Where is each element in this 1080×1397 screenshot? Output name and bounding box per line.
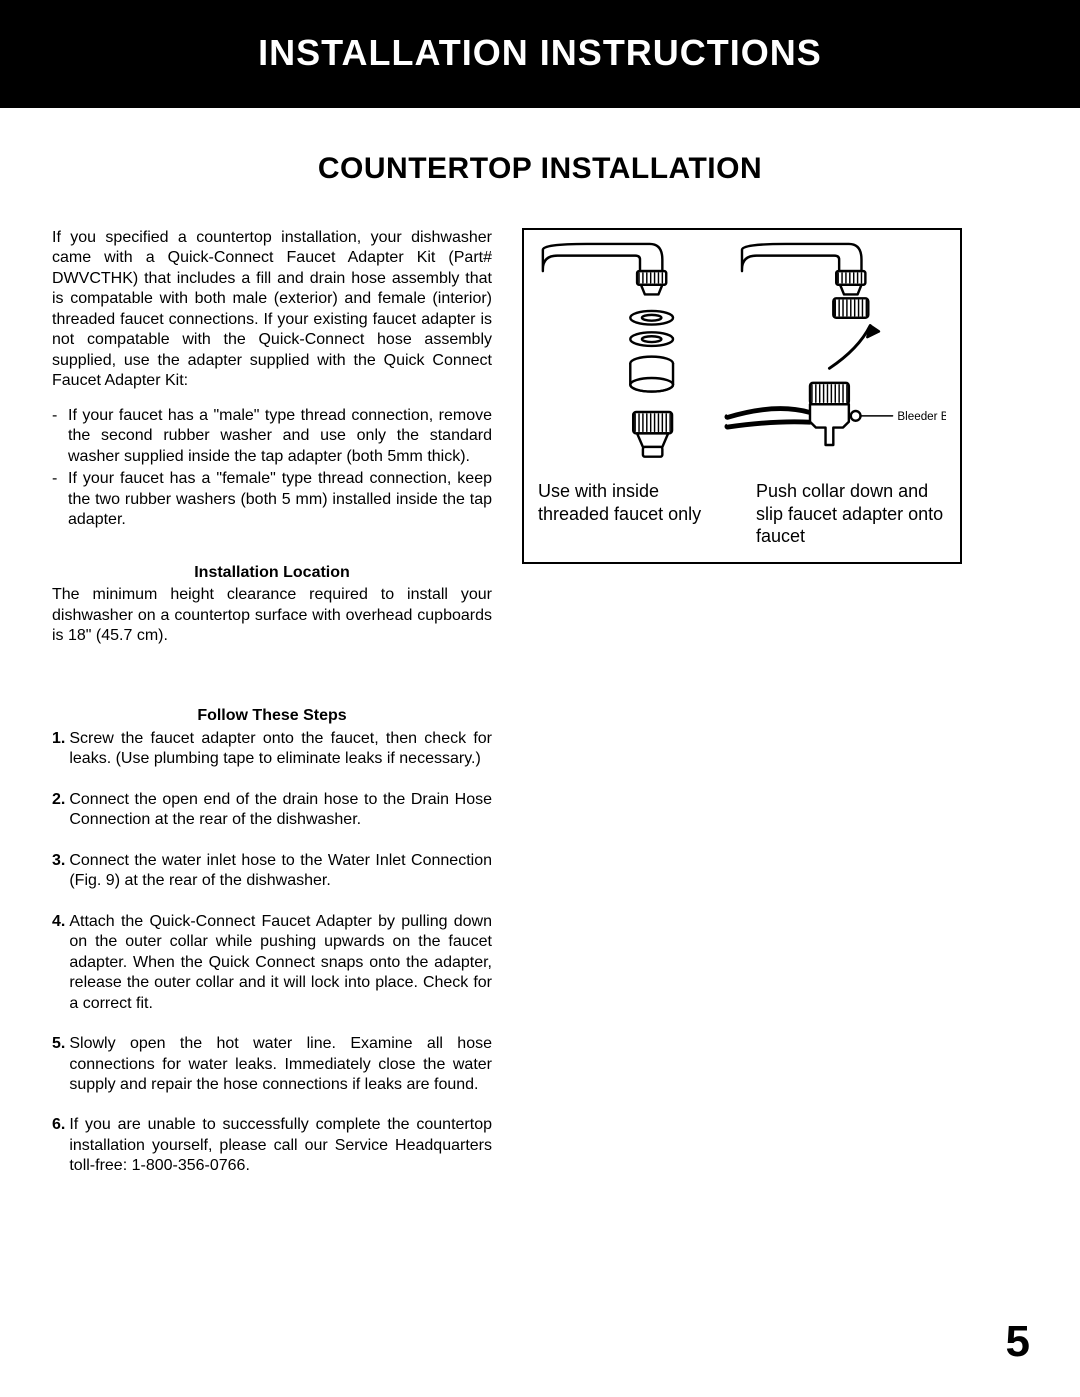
step-number: 5. [52,1034,65,1095]
step-item: 5. Slowly open the hot water line. Exami… [52,1034,492,1095]
step-number: 4. [52,912,65,1014]
steps-heading: Follow These Steps [52,706,492,726]
step-item: 3. Connect the water inlet hose to the W… [52,851,492,892]
bullet-item: If your faucet has a "male" type thread … [52,406,492,467]
caption-left: Use with inside threaded faucet only [538,480,728,548]
bleeder-label-text: Bleeder Button [897,410,946,423]
page: INSTALLATION INSTRUCTIONS COUNTERTOP INS… [0,0,1080,1397]
step-text: Connect the water inlet hose to the Wate… [69,851,492,892]
step-text: Screw the faucet adapter onto the faucet… [69,729,492,770]
intro-paragraph: If you specified a countertop installati… [52,228,492,392]
bullet-item: If your faucet has a "female" type threa… [52,469,492,530]
location-body: The minimum height clearance required to… [52,585,492,646]
location-heading: Installation Location [52,563,492,583]
left-column: If you specified a countertop installati… [52,228,492,1197]
step-item: 6. If you are unable to successfully com… [52,1115,492,1176]
page-title: INSTALLATION INSTRUCTIONS [0,32,1080,74]
caption-right: Push collar down and slip faucet adapter… [756,480,946,548]
step-text: Attach the Quick-Connect Faucet Adapter … [69,912,492,1014]
step-text: Connect the open end of the drain hose t… [69,790,492,831]
step-number: 1. [52,729,65,770]
content-columns: If you specified a countertop installati… [0,228,1080,1197]
bullet-list: If your faucet has a "male" type thread … [52,406,492,531]
section-subtitle: COUNTERTOP INSTALLATION [0,152,1080,186]
step-text: Slowly open the hot water line. Examine … [69,1034,492,1095]
step-number: 6. [52,1115,65,1176]
step-item: 2. Connect the open end of the drain hos… [52,790,492,831]
step-item: 4. Attach the Quick-Connect Faucet Adapt… [52,912,492,1014]
figure-captions: Use with inside threaded faucet only Pus… [538,480,946,548]
step-item: 1. Screw the faucet adapter onto the fau… [52,729,492,770]
page-number: 5 [1006,1317,1030,1367]
header-bar: INSTALLATION INSTRUCTIONS [0,0,1080,108]
step-text: If you are unable to successfully comple… [69,1115,492,1176]
step-number: 3. [52,851,65,892]
faucet-diagram-icon: Bleeder Button [538,242,946,465]
right-column: Bleeder Button Use with inside threaded … [522,228,962,1197]
step-number: 2. [52,790,65,831]
figure-box: Bleeder Button Use with inside threaded … [522,228,962,564]
